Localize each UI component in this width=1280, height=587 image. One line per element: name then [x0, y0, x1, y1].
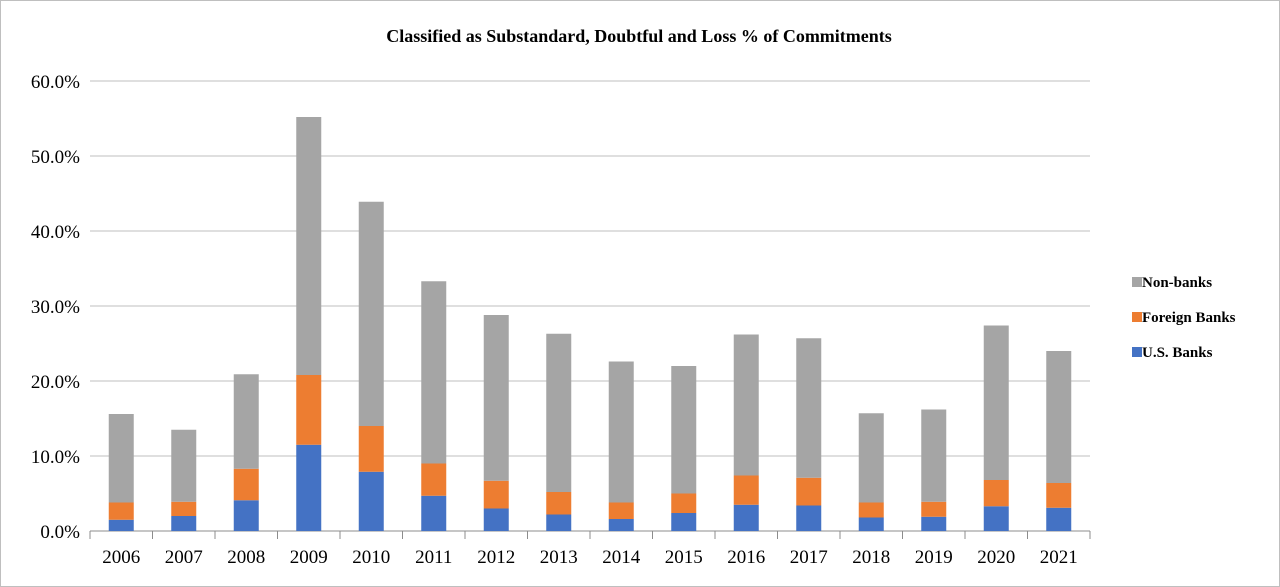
bar-u-s-banks-2008 [233, 500, 259, 531]
y-tick-label: 40.0% [31, 222, 80, 243]
bar-non-banks-2013 [546, 333, 572, 492]
bar-u-s-banks-2012 [483, 508, 509, 531]
bar-foreign-banks-2020 [983, 480, 1009, 507]
bar-foreign-banks-2017 [796, 477, 822, 506]
bar-non-banks-2011 [421, 281, 447, 464]
bar-foreign-banks-2011 [421, 463, 447, 496]
bar-foreign-banks-2021 [1046, 483, 1072, 508]
bar-foreign-banks-2007 [171, 501, 197, 516]
legend-swatch [1132, 347, 1142, 357]
bar-foreign-banks-2013 [546, 492, 572, 515]
x-tick-label: 2006 [102, 547, 140, 568]
bar-u-s-banks-2010 [358, 471, 384, 531]
bar-non-banks-2006 [108, 414, 134, 503]
legend: Non-banks Foreign Banks U.S. Banks [1132, 275, 1236, 361]
x-tick-label: 2009 [290, 547, 328, 568]
bar-u-s-banks-2015 [671, 513, 697, 531]
legend-swatch [1132, 312, 1142, 322]
bar-u-s-banks-2014 [608, 519, 634, 531]
bar-foreign-banks-2019 [921, 501, 947, 517]
bar-non-banks-2021 [1046, 351, 1072, 483]
bar-u-s-banks-2016 [733, 504, 759, 531]
bar-non-banks-2012 [483, 315, 509, 481]
legend-label: Foreign Banks [1142, 310, 1236, 326]
bar-foreign-banks-2015 [671, 493, 697, 513]
bar-foreign-banks-2010 [358, 426, 384, 472]
bar-u-s-banks-2007 [171, 516, 197, 531]
x-tick-label: 2017 [790, 547, 828, 568]
x-tick-label: 2010 [352, 547, 390, 568]
bar-u-s-banks-2017 [796, 505, 822, 531]
bar-non-banks-2008 [233, 374, 259, 469]
bar-foreign-banks-2008 [233, 468, 259, 501]
x-tick-label: 2007 [165, 547, 203, 568]
x-tick-label: 2015 [665, 547, 703, 568]
bar-non-banks-2009 [296, 117, 322, 375]
bar-u-s-banks-2006 [108, 519, 134, 531]
bar-foreign-banks-2009 [296, 375, 322, 445]
x-axis-ticks: 2006 2007 2008 2009 2010 2011 2012 2013 2014 2015… [102, 547, 1078, 568]
bar-foreign-banks-2016 [733, 475, 759, 505]
bar-foreign-banks-2014 [608, 502, 634, 519]
y-tick-label: 10.0% [31, 447, 80, 468]
x-tick-label: 2012 [477, 547, 515, 568]
bar-non-banks-2010 [358, 201, 384, 426]
bar-non-banks-2018 [858, 413, 884, 503]
bar-non-banks-2015 [671, 366, 697, 494]
bar-foreign-banks-2018 [858, 502, 884, 518]
y-tick-label: 50.0% [31, 147, 80, 168]
bar-u-s-banks-2019 [921, 516, 947, 531]
bar-u-s-banks-2013 [546, 514, 572, 531]
y-tick-label: 30.0% [31, 297, 80, 318]
x-tick-label: 2019 [915, 547, 953, 568]
bar-u-s-banks-2021 [1046, 507, 1072, 531]
bar-non-banks-2017 [796, 338, 822, 478]
x-tick-label: 2016 [727, 547, 765, 568]
x-tick-label: 2013 [540, 547, 578, 568]
y-tick-label: 60.0% [31, 72, 80, 93]
bar-non-banks-2020 [983, 325, 1009, 480]
bar-u-s-banks-2009 [296, 444, 322, 531]
bar-foreign-banks-2006 [108, 502, 134, 520]
x-tick-label: 2018 [852, 547, 890, 568]
legend-label: Non-banks [1142, 275, 1212, 291]
bar-foreign-banks-2012 [483, 480, 509, 509]
bar-non-banks-2007 [171, 429, 197, 502]
bar-non-banks-2016 [733, 334, 759, 476]
bar-u-s-banks-2020 [983, 506, 1009, 531]
x-tick-label: 2008 [227, 547, 265, 568]
bar-non-banks-2014 [608, 361, 634, 503]
x-tick-label: 2020 [977, 547, 1015, 568]
x-tick-label: 2014 [602, 547, 641, 568]
bar-u-s-banks-2018 [858, 517, 884, 531]
y-tick-label: 0.0% [40, 522, 80, 543]
legend-swatch [1132, 277, 1142, 287]
y-axis-ticks: 0.0% 10.0% 20.0% 30.0% 40.0% 50.0% 60.0% [31, 72, 80, 543]
chart-title: Classified as Substandard, Doubtful and … [386, 26, 892, 46]
y-tick-label: 20.0% [31, 372, 80, 393]
legend-label: U.S. Banks [1142, 345, 1213, 361]
x-tick-label: 2021 [1040, 547, 1078, 568]
bar-non-banks-2019 [921, 409, 947, 502]
bars [108, 117, 1072, 531]
bar-u-s-banks-2011 [421, 495, 447, 531]
x-tick-label: 2011 [415, 547, 452, 568]
